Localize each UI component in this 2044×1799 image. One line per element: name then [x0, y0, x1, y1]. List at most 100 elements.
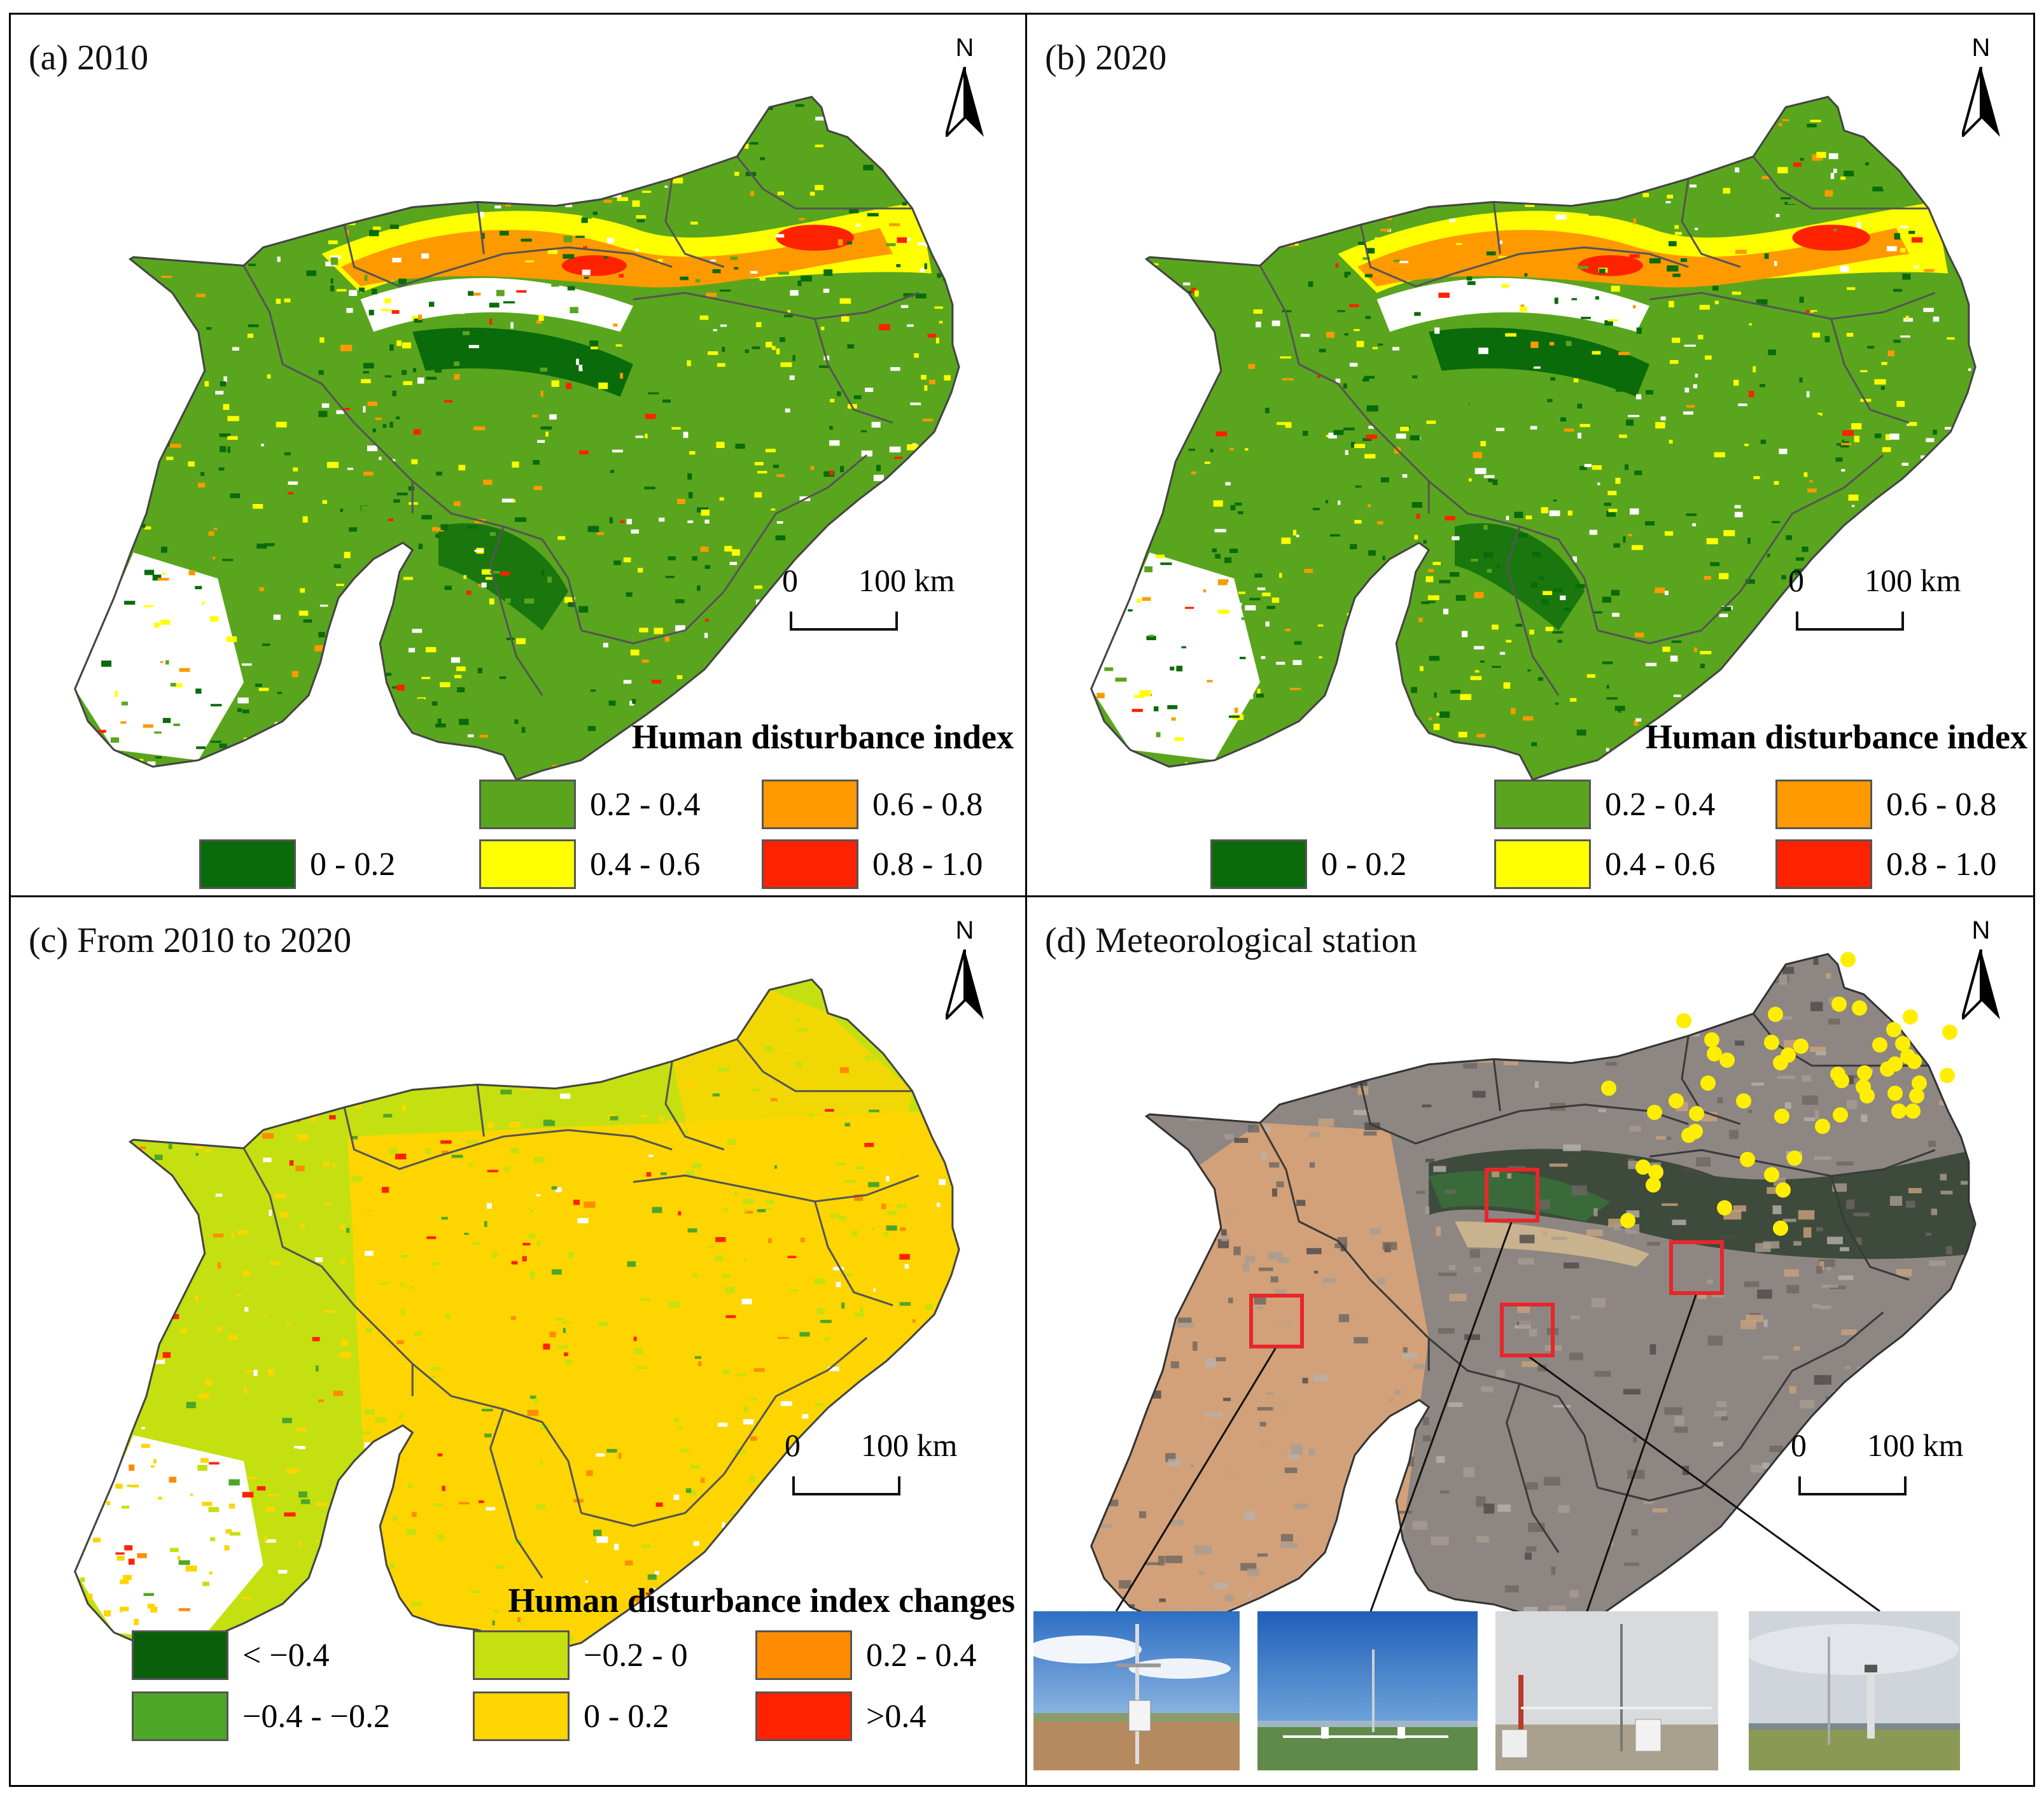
station-point-29	[1909, 1088, 1924, 1103]
legend-swatch	[1494, 780, 1591, 829]
panel-c: (c) From 2010 to 2020 N 0 100 km Human d…	[11, 897, 1025, 1778]
station-point-34	[1859, 1088, 1875, 1103]
legend-item-02-04: 0.2 - 0.4	[479, 780, 700, 829]
panel-d: (d) Meteorological station N 0 100 km	[1027, 897, 2041, 1778]
legend-label: 0 - 0.2	[310, 846, 396, 883]
map-hdi-change	[74, 978, 960, 1664]
highlight-box-3	[1669, 1240, 1724, 1295]
station-photo-1	[1033, 1611, 1240, 1770]
legend-item-0-02: 0 - 0.2	[199, 839, 395, 889]
scale-end: 100 km	[1867, 1427, 1964, 1463]
legend-item-02-04: 0.2 - 0.4	[1494, 780, 1715, 829]
station-point-53	[1773, 1221, 1788, 1236]
legend-label: 0.2 - 0.4	[866, 1637, 977, 1674]
legend-swatch	[755, 1691, 852, 1741]
legend-label: 0.6 - 0.8	[1886, 786, 1997, 823]
station-point-44	[1635, 1159, 1651, 1175]
legend-label: 0.8 - 1.0	[872, 846, 983, 883]
station-point-11	[1872, 1037, 1887, 1053]
station-point-3	[1852, 1000, 1867, 1016]
station-point-12	[1895, 1036, 1910, 1051]
station-point-30	[1601, 1081, 1616, 1096]
divider-horizontal	[11, 895, 2033, 897]
station-point-36	[1905, 1103, 1921, 1119]
panel-b: (b) 2020 N 0 100 km Human disturbance in…	[1027, 15, 2041, 895]
station-point-45	[1740, 1152, 1755, 1167]
north-label: N	[1971, 916, 1991, 944]
legend-item-neg04-neg02: −0.4 - −0.2	[132, 1691, 390, 1741]
station-point-2	[1831, 997, 1847, 1012]
station-point-50	[1775, 1182, 1791, 1198]
divider-vertical	[1025, 15, 1027, 1785]
legend-label: 0 - 0.2	[584, 1698, 669, 1735]
highlight-box-1	[1249, 1294, 1304, 1348]
station-point-25	[1834, 1073, 1849, 1088]
station-point-8	[1704, 1032, 1719, 1047]
station-point-39	[1833, 1107, 1848, 1123]
station-point-52	[1620, 1213, 1635, 1228]
scale-end: 100 km	[861, 1427, 958, 1463]
station-point-21	[1880, 1061, 1895, 1077]
legend-title: Human disturbance index	[631, 718, 1014, 756]
legend-swatch	[132, 1691, 228, 1741]
legend-item-gt-04: >0.4	[755, 1691, 926, 1741]
legend-swatch	[762, 839, 858, 889]
legend-label: < −0.4	[242, 1637, 330, 1674]
station-point-40	[1774, 1109, 1789, 1124]
legend-swatch	[132, 1630, 228, 1680]
scale-start: 0	[782, 563, 798, 598]
station-point-10	[1793, 1039, 1809, 1054]
legend-label: 0.2 - 0.4	[1605, 786, 1716, 823]
station-point-4	[1768, 1007, 1783, 1022]
callout-line-3	[1586, 1292, 1698, 1612]
station-point-37	[1689, 1106, 1704, 1121]
callout-line-4	[1527, 1354, 1880, 1613]
station-point-41	[1815, 1119, 1830, 1134]
station-point-38	[1647, 1105, 1662, 1120]
station-photos	[1033, 1611, 2033, 1770]
station-point-51	[1717, 1200, 1732, 1215]
legend-swatch	[1775, 839, 1872, 889]
map-hdi-2010	[74, 95, 960, 781]
highlight-box-2	[1485, 1168, 1539, 1222]
highlight-box-4	[1500, 1303, 1555, 1357]
scale-bar: 0 100 km	[1791, 1427, 1963, 1503]
north-label: N	[955, 916, 974, 944]
legend-item-04-06: 0.4 - 0.6	[479, 839, 700, 889]
scale-bar: 0 100 km	[1788, 562, 1961, 638]
legend-label: 0.2 - 0.4	[590, 786, 701, 823]
legend-label: >0.4	[866, 1698, 927, 1735]
map-hdi-2020	[1090, 95, 1977, 781]
north-arrow: N	[1952, 34, 2010, 142]
legend-label: 0.6 - 0.8	[872, 786, 983, 823]
station-point-46	[1787, 1151, 1802, 1166]
legend-swatch	[1494, 839, 1591, 889]
legend-swatch	[473, 1630, 570, 1680]
legend-item-04-06: 0.4 - 0.6	[1494, 839, 1715, 889]
legend-swatch	[479, 780, 576, 829]
legend-label: 0.8 - 1.0	[1886, 846, 1997, 883]
station-photo-3	[1495, 1611, 1718, 1770]
station-point-24	[1940, 1068, 1955, 1083]
legend-label: −0.2 - 0	[584, 1637, 688, 1674]
legend-item-08-10: 0.8 - 1.0	[762, 839, 983, 889]
legend-item-0-02: 0 - 0.2	[1210, 839, 1406, 889]
station-point-47	[1648, 1165, 1663, 1180]
legend-item-02-04: 0.2 - 0.4	[755, 1630, 976, 1680]
scale-end: 100 km	[1865, 563, 1961, 598]
station-point-1	[1840, 952, 1856, 967]
north-arrow: N	[936, 916, 993, 1025]
scale-end: 100 km	[858, 563, 955, 598]
legend-swatch	[1775, 780, 1872, 829]
legend-item-06-08: 0.6 - 0.8	[1775, 780, 1996, 829]
station-point-43	[1681, 1128, 1697, 1143]
station-point-48	[1764, 1167, 1779, 1182]
legend-label: 0.4 - 0.6	[1605, 846, 1716, 883]
legend-swatch	[479, 839, 576, 889]
legend-item-0-02: 0 - 0.2	[473, 1691, 669, 1741]
legend-swatch	[755, 1630, 852, 1680]
station-point-22	[1857, 1065, 1872, 1081]
panel-title: (c) From 2010 to 2020	[29, 921, 352, 960]
panel-title: (d) Meteorological station	[1045, 921, 1417, 960]
callout-line-1	[1115, 1346, 1278, 1612]
